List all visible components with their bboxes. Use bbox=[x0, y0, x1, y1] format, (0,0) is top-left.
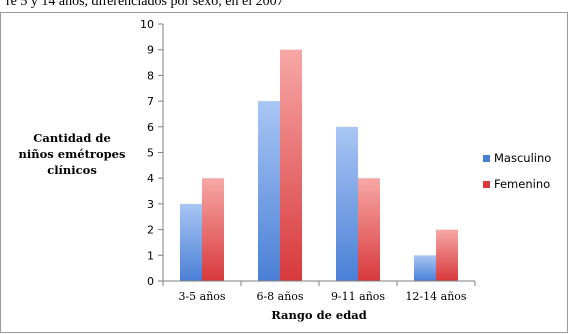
y-tick-label: 3 bbox=[147, 198, 154, 211]
y-tick-label: 1 bbox=[147, 249, 154, 262]
y-tick-label: 9 bbox=[147, 44, 154, 57]
y-axis-title-line: niños emétropes bbox=[19, 147, 126, 161]
x-axis: 3-5 años 6-8 años 9-11 años 12-14 años Rango… bbox=[162, 280, 476, 322]
y-tick-label: 6 bbox=[147, 121, 154, 134]
x-tick-label: 6-8 años bbox=[256, 290, 303, 303]
y-tick-label: 8 bbox=[147, 69, 154, 82]
x-tick-label: 12-14 años bbox=[405, 290, 466, 303]
y-tick-label: 5 bbox=[147, 147, 154, 160]
y-tick-label: 7 bbox=[147, 95, 154, 108]
x-tick-label: 9-11 años bbox=[331, 290, 385, 303]
x-tick-label: 3-5 años bbox=[178, 290, 225, 303]
legend: Masculino Femenino bbox=[483, 151, 551, 191]
bars bbox=[180, 49, 458, 282]
bar-femenino-2 bbox=[358, 178, 380, 281]
header-text: re 5 y 14 años, diferenciados por sexo, … bbox=[6, 0, 284, 9]
y-axis-title-line: clínicos bbox=[47, 163, 97, 177]
legend-swatch-masculino bbox=[483, 155, 490, 162]
y-tick-label: 2 bbox=[147, 224, 154, 237]
bar-masculino-2 bbox=[336, 126, 358, 281]
y-tick-label: 4 bbox=[147, 172, 154, 185]
bar-femenino-3 bbox=[436, 229, 458, 281]
bar-masculino-3 bbox=[414, 255, 436, 281]
bar-masculino-0 bbox=[180, 203, 202, 281]
y-axis: 0 1 2 3 4 5 6 7 8 9 10 bbox=[140, 18, 164, 288]
legend-swatch-femenino bbox=[483, 181, 490, 188]
y-tick-label: 10 bbox=[140, 18, 154, 31]
bar-femenino-0 bbox=[202, 178, 224, 281]
bar-femenino-1 bbox=[280, 49, 302, 282]
y-axis-title: Cantidad de niños emétropes clínicos bbox=[19, 131, 126, 177]
y-axis-title-line: Cantidad de bbox=[33, 131, 111, 145]
x-axis-title: Rango de edad bbox=[271, 308, 367, 322]
legend-label-femenino: Femenino bbox=[494, 177, 550, 191]
y-tick-label: 0 bbox=[147, 275, 154, 288]
legend-label-masculino: Masculino bbox=[494, 151, 551, 165]
bar-masculino-1 bbox=[258, 101, 280, 281]
